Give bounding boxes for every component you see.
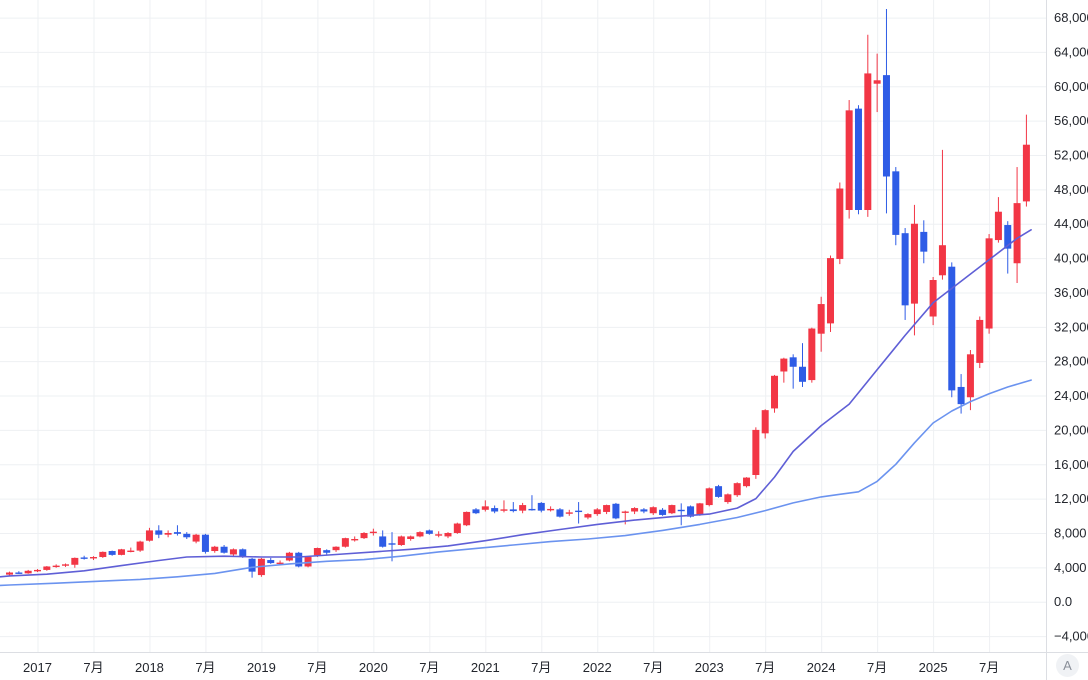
svg-text:2021: 2021 bbox=[471, 660, 500, 675]
svg-text:−4,000: −4,000 bbox=[1054, 629, 1088, 644]
svg-text:20,000: 20,000 bbox=[1054, 422, 1088, 437]
svg-text:2023: 2023 bbox=[695, 660, 724, 675]
price-axis-labels[interactable]: 68,000 64,000 60,000 56,000 52,000 48,000 44,0… bbox=[1054, 10, 1088, 643]
svg-text:7月: 7月 bbox=[195, 660, 215, 675]
svg-text:2024: 2024 bbox=[807, 660, 836, 675]
svg-text:2019: 2019 bbox=[247, 660, 276, 675]
svg-text:7月: 7月 bbox=[307, 660, 327, 675]
svg-text:7月: 7月 bbox=[531, 660, 551, 675]
svg-text:28,000: 28,000 bbox=[1054, 354, 1088, 369]
svg-text:48,000: 48,000 bbox=[1054, 182, 1088, 197]
svg-text:4,000: 4,000 bbox=[1054, 560, 1087, 575]
svg-text:44,000: 44,000 bbox=[1054, 216, 1088, 231]
svg-text:68,000: 68,000 bbox=[1054, 10, 1088, 25]
svg-text:2025: 2025 bbox=[919, 660, 948, 675]
svg-text:40,000: 40,000 bbox=[1054, 251, 1088, 266]
svg-text:36,000: 36,000 bbox=[1054, 285, 1088, 300]
svg-text:7月: 7月 bbox=[755, 660, 775, 675]
svg-text:2020: 2020 bbox=[359, 660, 388, 675]
svg-text:2022: 2022 bbox=[583, 660, 612, 675]
axis-scale-button[interactable]: A bbox=[1056, 654, 1079, 677]
svg-text:7月: 7月 bbox=[83, 660, 103, 675]
svg-text:60,000: 60,000 bbox=[1054, 79, 1088, 94]
svg-text:32,000: 32,000 bbox=[1054, 319, 1088, 334]
svg-text:7月: 7月 bbox=[979, 660, 999, 675]
svg-text:2018: 2018 bbox=[135, 660, 164, 675]
candles-series bbox=[6, 8, 1030, 578]
svg-text:7月: 7月 bbox=[867, 660, 887, 675]
svg-text:52,000: 52,000 bbox=[1054, 148, 1088, 163]
svg-text:12,000: 12,000 bbox=[1054, 491, 1088, 506]
svg-text:7月: 7月 bbox=[419, 660, 439, 675]
ma-slow-line bbox=[0, 379, 1032, 587]
time-axis-labels[interactable]: 2017 7月 2018 7月 2019 7月 2020 7月 2021 7月 2022 7月 2023… bbox=[23, 660, 999, 675]
svg-text:64,000: 64,000 bbox=[1054, 44, 1088, 59]
svg-text:8,000: 8,000 bbox=[1054, 525, 1087, 540]
svg-text:0.0: 0.0 bbox=[1054, 594, 1072, 609]
ma-fast-line bbox=[0, 229, 1032, 578]
svg-text:24,000: 24,000 bbox=[1054, 388, 1088, 403]
svg-text:7月: 7月 bbox=[643, 660, 663, 675]
svg-text:2017: 2017 bbox=[23, 660, 52, 675]
svg-text:16,000: 16,000 bbox=[1054, 457, 1088, 472]
svg-text:56,000: 56,000 bbox=[1054, 113, 1088, 128]
